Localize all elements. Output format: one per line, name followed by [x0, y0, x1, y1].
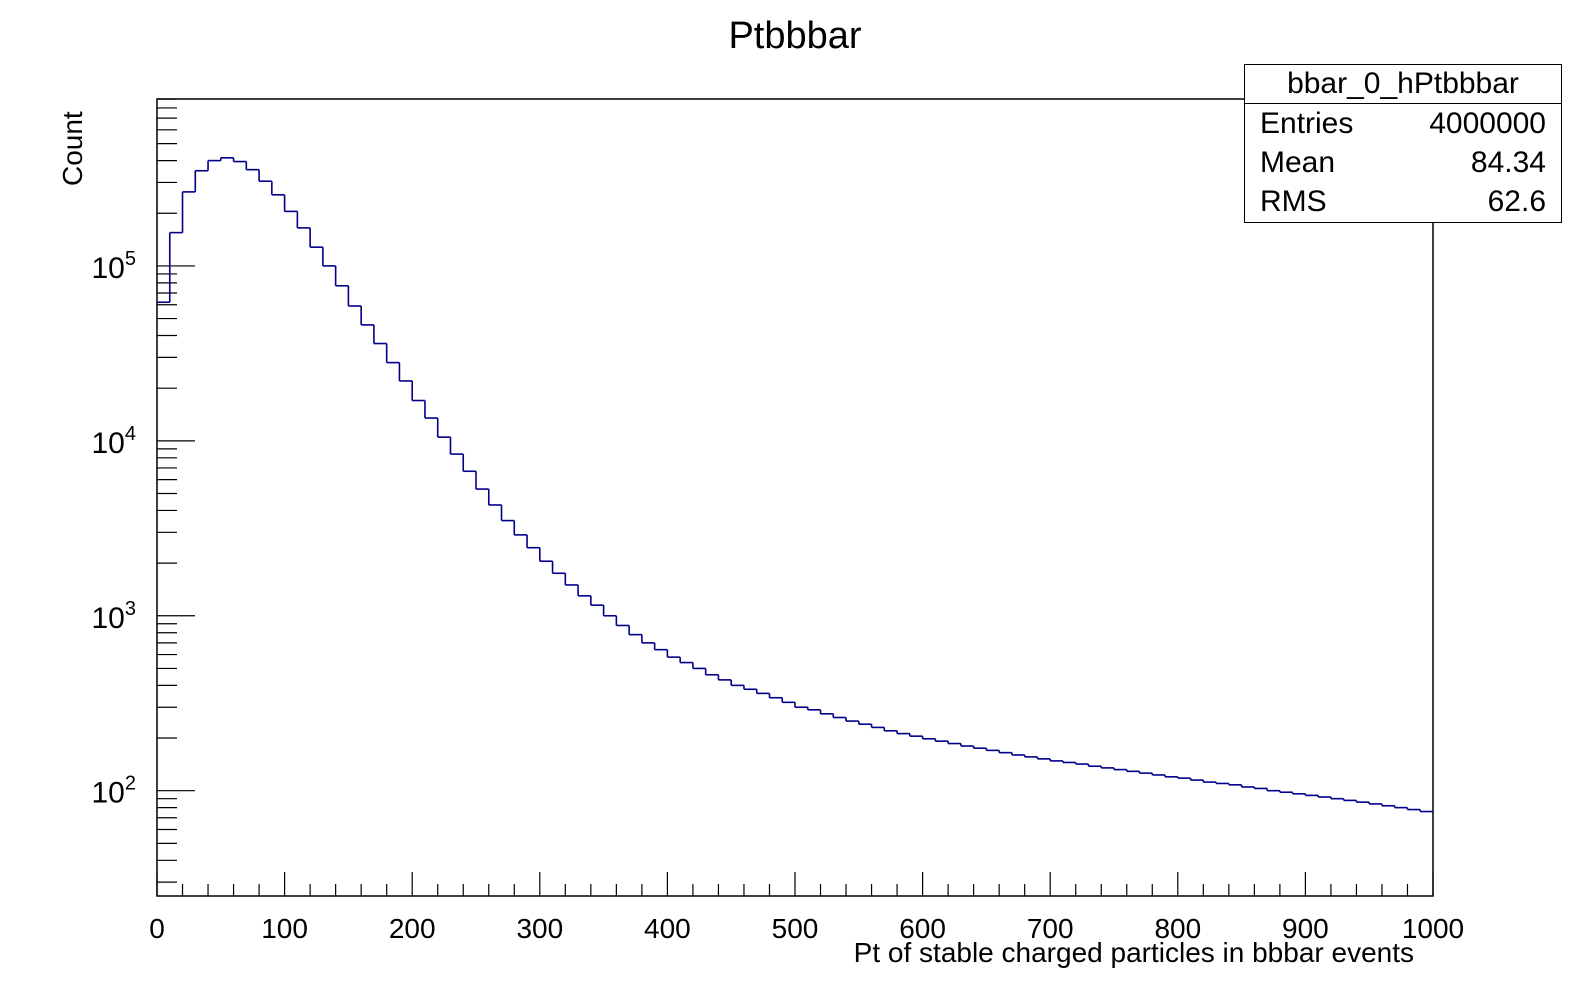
stats-mean-row: Mean 84.34: [1245, 143, 1561, 182]
y-axis: 102 103 104 105: [92, 98, 195, 883]
x-tick-label: 300: [516, 913, 563, 944]
plot-frame: [156, 98, 1434, 897]
x-tick-label: 1000: [1402, 913, 1464, 944]
x-tick-label: 600: [899, 913, 946, 944]
x-axis-label: Pt of stable charged particles in bbbar …: [854, 937, 1414, 968]
y-tick-label: 105: [92, 248, 137, 285]
stats-mean-label: Mean: [1260, 146, 1336, 179]
stats-box: bbar_0_hPtbbbar Entries 4000000 Mean 84.…: [1244, 64, 1562, 223]
x-tick-label: 0: [149, 913, 165, 944]
y-tick-label: 103: [92, 598, 137, 635]
stats-rms-row: RMS 62.6: [1245, 182, 1561, 221]
x-tick-label: 900: [1282, 913, 1329, 944]
x-tick-label: 200: [389, 913, 436, 944]
stats-entries-value: 4000000: [1429, 107, 1546, 140]
stats-rms-label: RMS: [1260, 185, 1327, 218]
x-tick-label: 500: [772, 913, 819, 944]
x-tick-label: 100: [261, 913, 308, 944]
stats-entries-label: Entries: [1260, 107, 1354, 140]
x-tick-label: 700: [1027, 913, 1074, 944]
stats-entries-row: Entries 4000000: [1245, 104, 1561, 143]
stats-rms-value: 62.6: [1487, 185, 1546, 218]
x-axis: 0 100 200 300 400 500 600 700 800 900 1000: [149, 872, 1464, 944]
histogram-series: [157, 157, 1433, 813]
stats-box-title: bbar_0_hPtbbbar: [1245, 65, 1561, 104]
y-axis-label: Count: [57, 111, 88, 186]
stats-mean-value: 84.34: [1470, 146, 1546, 179]
x-tick-label: 400: [644, 913, 691, 944]
x-tick-label: 800: [1154, 913, 1201, 944]
y-tick-label: 104: [92, 423, 137, 460]
y-tick-label: 102: [92, 773, 137, 810]
chart-title: Ptbbbar: [728, 15, 861, 57]
